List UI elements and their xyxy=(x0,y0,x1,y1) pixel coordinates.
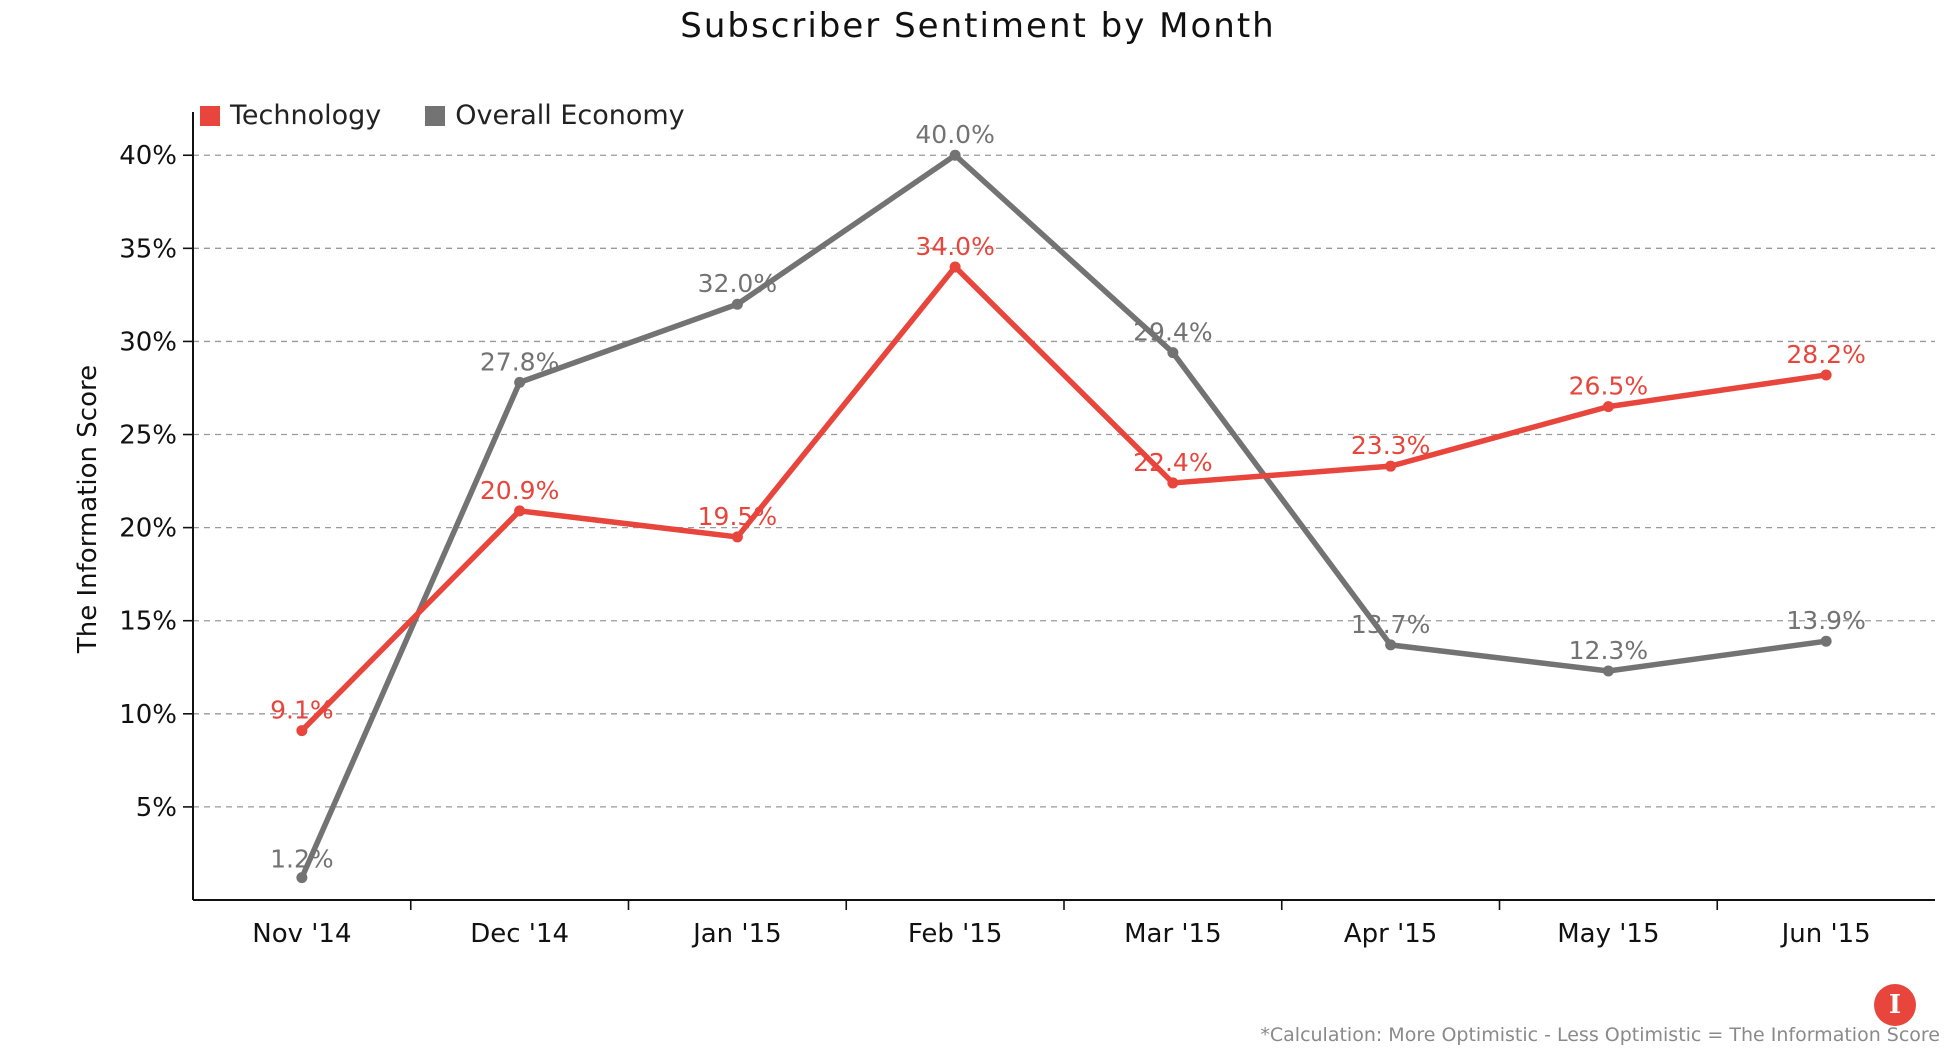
data-label: 23.3% xyxy=(1351,431,1430,460)
data-label: 13.9% xyxy=(1786,606,1865,635)
data-label: 19.5% xyxy=(698,502,777,531)
data-label: 29.4% xyxy=(1133,318,1212,347)
series-line-overall-economy xyxy=(299,152,1829,881)
y-tick-label: 15% xyxy=(119,607,177,637)
data-label: 13.7% xyxy=(1351,610,1430,639)
data-label: 34.0% xyxy=(915,232,994,261)
data-point xyxy=(949,149,961,161)
y-tick-label: 25% xyxy=(119,421,177,451)
series-line-technology xyxy=(299,264,1829,734)
data-label: 1.2% xyxy=(270,845,334,874)
data-point xyxy=(296,725,308,737)
data-point xyxy=(514,376,526,388)
data-label: 9.1% xyxy=(270,696,334,725)
legend-swatch-technology xyxy=(200,105,220,126)
data-label: 28.2% xyxy=(1786,340,1865,369)
chart-title: Subscriber Sentiment by Month xyxy=(680,6,1276,46)
legend-swatch-overall-economy xyxy=(425,105,446,126)
y-tick-label: 30% xyxy=(119,327,177,357)
legend-label-technology: Technology xyxy=(230,100,382,131)
x-tick-label: Nov '14 xyxy=(252,919,351,949)
data-point xyxy=(949,261,961,273)
data-point xyxy=(1167,477,1179,489)
x-tick-label: Mar '15 xyxy=(1124,919,1222,949)
x-tick-label: Jun '15 xyxy=(1780,919,1871,949)
data-point xyxy=(1602,665,1614,677)
data-point xyxy=(1385,460,1397,472)
data-point xyxy=(296,872,308,884)
data-point xyxy=(731,298,743,310)
the-information-logo[interactable]: I xyxy=(1874,984,1916,1026)
legend-label-overall-economy: Overall Economy xyxy=(455,100,685,131)
data-label: 12.3% xyxy=(1569,636,1648,665)
legend-item-overall-economy[interactable]: Overall Economy xyxy=(425,100,685,131)
footnote: *Calculation: More Optimistic - Less Opt… xyxy=(1260,1024,1940,1046)
data-point xyxy=(1602,401,1614,413)
data-label: 22.4% xyxy=(1133,448,1212,477)
data-label: 26.5% xyxy=(1569,372,1648,401)
y-tick-label: 20% xyxy=(119,514,177,544)
legend: Technology Overall Economy xyxy=(200,100,685,131)
data-point xyxy=(1820,635,1832,647)
data-point xyxy=(514,505,526,517)
x-tick-label: Dec '14 xyxy=(470,919,569,949)
data-label: 20.9% xyxy=(480,476,559,505)
data-point xyxy=(1820,369,1832,381)
y-tick-label: 10% xyxy=(119,700,177,730)
x-tick-label: Feb '15 xyxy=(908,919,1003,949)
x-tick-label: May '15 xyxy=(1557,919,1659,949)
y-tick-label: 40% xyxy=(119,141,177,171)
x-tick-label: Jan '15 xyxy=(691,919,782,949)
data-point xyxy=(1385,639,1397,651)
data-label: 40.0% xyxy=(915,120,994,149)
data-point xyxy=(731,531,743,543)
legend-item-technology[interactable]: Technology xyxy=(200,100,381,131)
y-tick-label: 5% xyxy=(136,793,177,823)
x-tick-label: Apr '15 xyxy=(1344,919,1437,949)
y-tick-label: 35% xyxy=(119,234,177,264)
data-label: 32.0% xyxy=(698,269,777,298)
data-label: 27.8% xyxy=(480,347,559,376)
data-point xyxy=(1167,347,1179,359)
y-axis-title: The Information Score xyxy=(73,365,103,654)
